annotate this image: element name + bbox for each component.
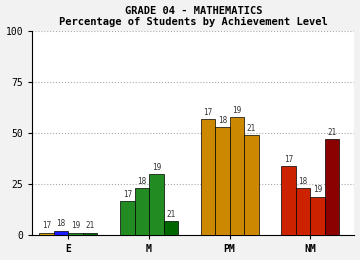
Bar: [68, 233, 83, 235]
Text: 19: 19: [232, 106, 242, 115]
Bar: [83, 233, 98, 235]
Bar: [201, 119, 215, 235]
Text: 18: 18: [57, 219, 66, 228]
Bar: [149, 174, 163, 235]
Bar: [135, 188, 149, 235]
Text: 17: 17: [203, 108, 212, 117]
Bar: [120, 201, 135, 235]
Text: 18: 18: [218, 116, 227, 125]
Text: 17: 17: [42, 221, 51, 230]
Bar: [215, 127, 230, 235]
Text: 18: 18: [137, 177, 147, 186]
Bar: [296, 188, 310, 235]
Text: 17: 17: [123, 190, 132, 199]
Text: 19: 19: [152, 163, 161, 172]
Bar: [325, 139, 339, 235]
Title: GRADE 04 - MATHEMATICS
Percentage of Students by Achievement Level: GRADE 04 - MATHEMATICS Percentage of Stu…: [59, 5, 328, 27]
Bar: [163, 221, 178, 235]
Bar: [40, 233, 54, 235]
Text: 21: 21: [166, 210, 175, 219]
Bar: [281, 166, 296, 235]
Bar: [244, 135, 258, 235]
Text: 19: 19: [71, 221, 80, 230]
Bar: [230, 117, 244, 235]
Text: 17: 17: [284, 155, 293, 164]
Text: 21: 21: [327, 128, 337, 137]
Bar: [54, 231, 68, 235]
Bar: [310, 197, 325, 235]
Text: 21: 21: [247, 124, 256, 133]
Text: 21: 21: [86, 221, 95, 230]
Text: 18: 18: [298, 177, 307, 186]
Text: 19: 19: [313, 185, 322, 194]
